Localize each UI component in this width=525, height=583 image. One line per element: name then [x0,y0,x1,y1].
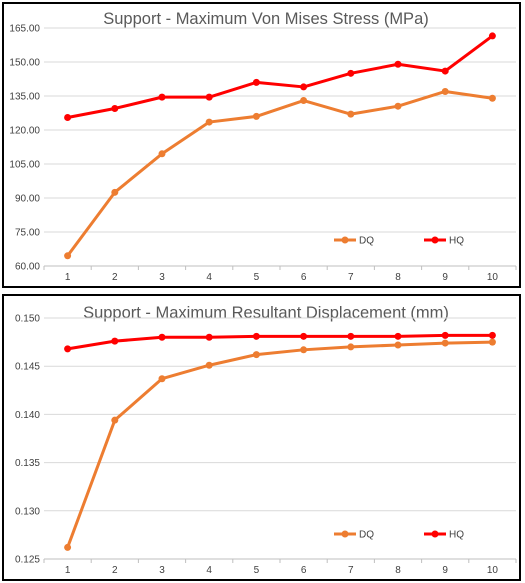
chart-title: Support - Maximum Resultant Displacement… [83,304,449,322]
series-line-dq [66,340,493,548]
x-tick-label: 3 [159,565,165,576]
data-point-hq [441,331,449,339]
series-line-hq [67,333,493,351]
x-tick-label: 2 [112,565,118,576]
data-point-hq [488,32,496,40]
data-point-dq [347,343,355,351]
x-tick-label: 10 [487,272,499,283]
legend-marker-dq [341,530,349,538]
data-point-hq [111,337,119,345]
data-point-dq [158,150,166,158]
x-tick-label: 6 [301,272,307,283]
y-tick-label: 90.00 [15,194,40,205]
data-point-dq [488,94,496,102]
x-tick-label: 3 [159,272,165,283]
data-point-dq [252,112,260,120]
stress-chart: Support - Maximum Von Mises Stress (MPa)… [9,10,517,283]
data-point-hq [300,332,308,340]
legend-label-dq: DQ [359,236,374,247]
legend-label-hq: HQ [449,530,464,541]
data-point-dq [394,102,402,110]
data-point-dq [441,87,449,95]
x-tick-label: 8 [395,565,401,576]
data-point-hq [488,331,496,339]
y-tick-label: 150.00 [9,58,40,69]
y-tick-label: 0.125 [15,555,40,566]
y-tick-label: 135.00 [9,92,40,103]
data-point-dq [488,338,496,346]
legend-label-hq: HQ [449,236,464,247]
data-point-hq [347,69,355,77]
y-tick-label: 165.00 [9,24,40,35]
y-tick-label: 0.150 [15,314,40,325]
y-tick-label: 105.00 [9,160,40,171]
y-tick-label: 0.135 [15,458,40,469]
data-point-dq [64,252,72,260]
data-point-dq [205,361,213,369]
displacement-chart: Support - Maximum Resultant Displacement… [15,304,517,576]
data-point-dq [252,351,260,359]
x-tick-label: 5 [254,272,260,283]
data-point-hq [158,93,166,101]
data-point-dq [111,188,119,196]
x-tick-label: 7 [348,565,354,576]
x-tick-label: 10 [487,565,499,576]
x-tick-label: 8 [395,272,401,283]
x-tick-label: 9 [442,565,448,576]
legend-label-dq: DQ [359,530,374,541]
data-point-dq [205,118,213,126]
data-point-hq [158,333,166,341]
x-tick-label: 2 [112,272,118,283]
x-tick-label: 4 [206,272,212,283]
legend-marker-dq [341,236,349,244]
y-tick-label: 120.00 [9,126,40,137]
displacement-chart-panel: Support - Maximum Resultant Displacement… [2,294,521,581]
data-point-dq [441,339,449,347]
chart-title: Support - Maximum Von Mises Stress (MPa) [103,10,429,28]
data-point-hq [252,78,260,86]
x-tick-label: 6 [301,565,307,576]
series-line-dq [66,89,493,257]
data-point-hq [64,114,72,122]
y-tick-label: 60.00 [15,262,40,273]
x-tick-label: 9 [442,272,448,283]
data-point-dq [300,346,308,354]
data-point-dq [347,110,355,118]
data-point-hq [347,332,355,340]
data-point-hq [64,345,72,353]
y-tick-label: 0.130 [15,506,40,517]
x-tick-label: 7 [348,272,354,283]
data-point-dq [394,341,402,349]
data-point-hq [300,83,308,91]
data-point-dq [64,543,72,551]
data-point-hq [205,333,213,341]
data-point-dq [111,416,119,424]
legend-marker-hq [431,530,439,538]
data-point-hq [394,332,402,340]
x-tick-label: 1 [65,565,71,576]
data-point-hq [252,332,260,340]
data-point-hq [111,104,119,112]
y-tick-label: 0.145 [15,362,40,373]
legend-marker-hq [431,236,439,244]
data-point-hq [441,67,449,75]
x-tick-label: 1 [65,272,71,283]
y-tick-label: 0.140 [15,410,40,421]
y-tick-label: 75.00 [15,228,40,239]
data-point-dq [158,375,166,383]
stress-chart-panel: Support - Maximum Von Mises Stress (MPa)… [2,2,521,288]
x-tick-label: 4 [206,565,212,576]
data-point-dq [300,97,308,105]
series-line-hq [67,34,494,120]
x-tick-label: 5 [254,565,260,576]
data-point-hq [394,60,402,68]
data-point-hq [205,93,213,101]
